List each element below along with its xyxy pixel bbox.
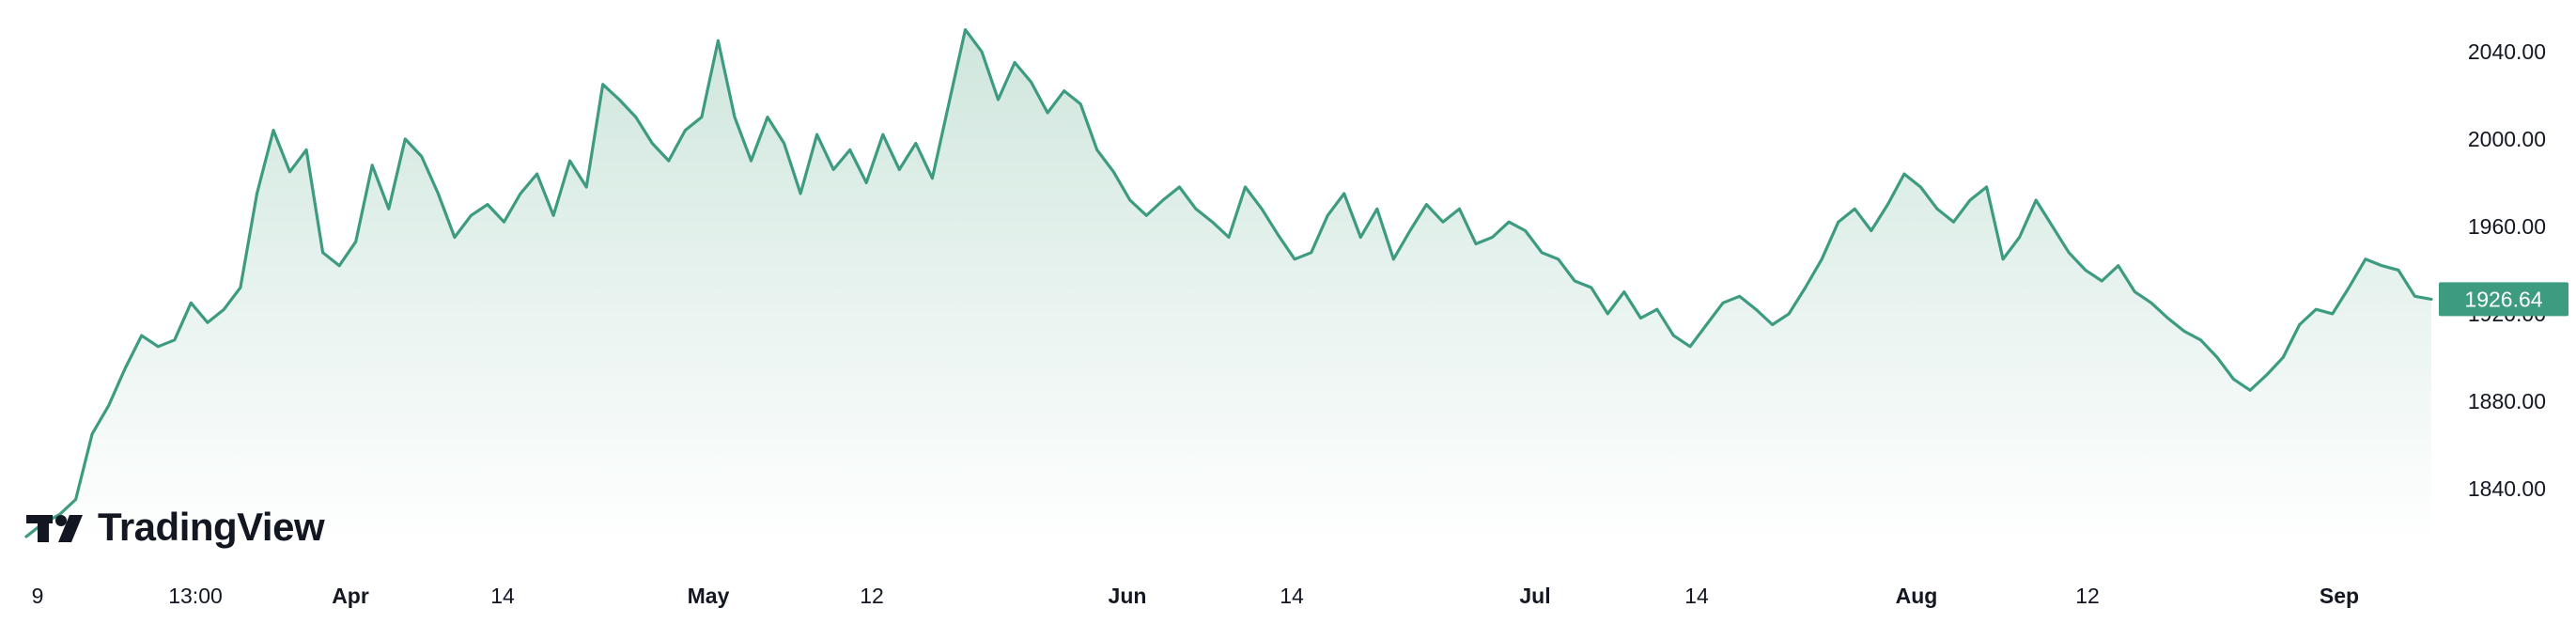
x-tick-label: 12 <box>2075 584 2100 608</box>
x-tick-label: 14 <box>1280 584 1304 608</box>
brand-watermark[interactable]: TradingView <box>26 505 325 549</box>
y-tick-label: 2040.00 <box>2468 39 2546 64</box>
plot-area <box>24 28 2433 544</box>
x-tick-label: Apr <box>332 584 369 608</box>
last-price-label: 1926.64 <box>2439 282 2568 317</box>
y-axis: 2040.002000.001960.001920.001880.001840.… <box>2468 39 2546 501</box>
x-tick-label: 14 <box>1684 584 1709 608</box>
y-tick-label: 1960.00 <box>2468 214 2546 239</box>
x-tick-label: 13:00 <box>168 584 223 608</box>
x-tick-label: Sep <box>2320 584 2359 608</box>
x-tick-label: 14 <box>490 584 515 608</box>
x-tick-label: Jul <box>1519 584 1550 608</box>
x-tick-label: Jun <box>1109 584 1147 608</box>
x-tick-label: 12 <box>860 584 884 608</box>
last-price-label-background <box>2439 282 2568 317</box>
brand-name: TradingView <box>98 505 325 549</box>
tradingview-logo-icon <box>26 515 83 542</box>
x-tick-label: May <box>688 584 730 608</box>
price-line <box>24 28 2433 538</box>
x-tick-label: Aug <box>1896 584 1938 608</box>
x-tick-label: 9 <box>32 584 44 608</box>
y-tick-label: 2000.00 <box>2468 127 2546 151</box>
y-tick-label: 1880.00 <box>2468 389 2546 413</box>
last-price-value: 1926.64 <box>2464 287 2542 311</box>
x-axis: 9 13:00 Apr 14 May 12 Jun 14 Jul 14 Aug 12 Sep <box>32 584 2359 608</box>
price-area-fill <box>26 29 2431 544</box>
y-tick-label: 1840.00 <box>2468 476 2546 501</box>
